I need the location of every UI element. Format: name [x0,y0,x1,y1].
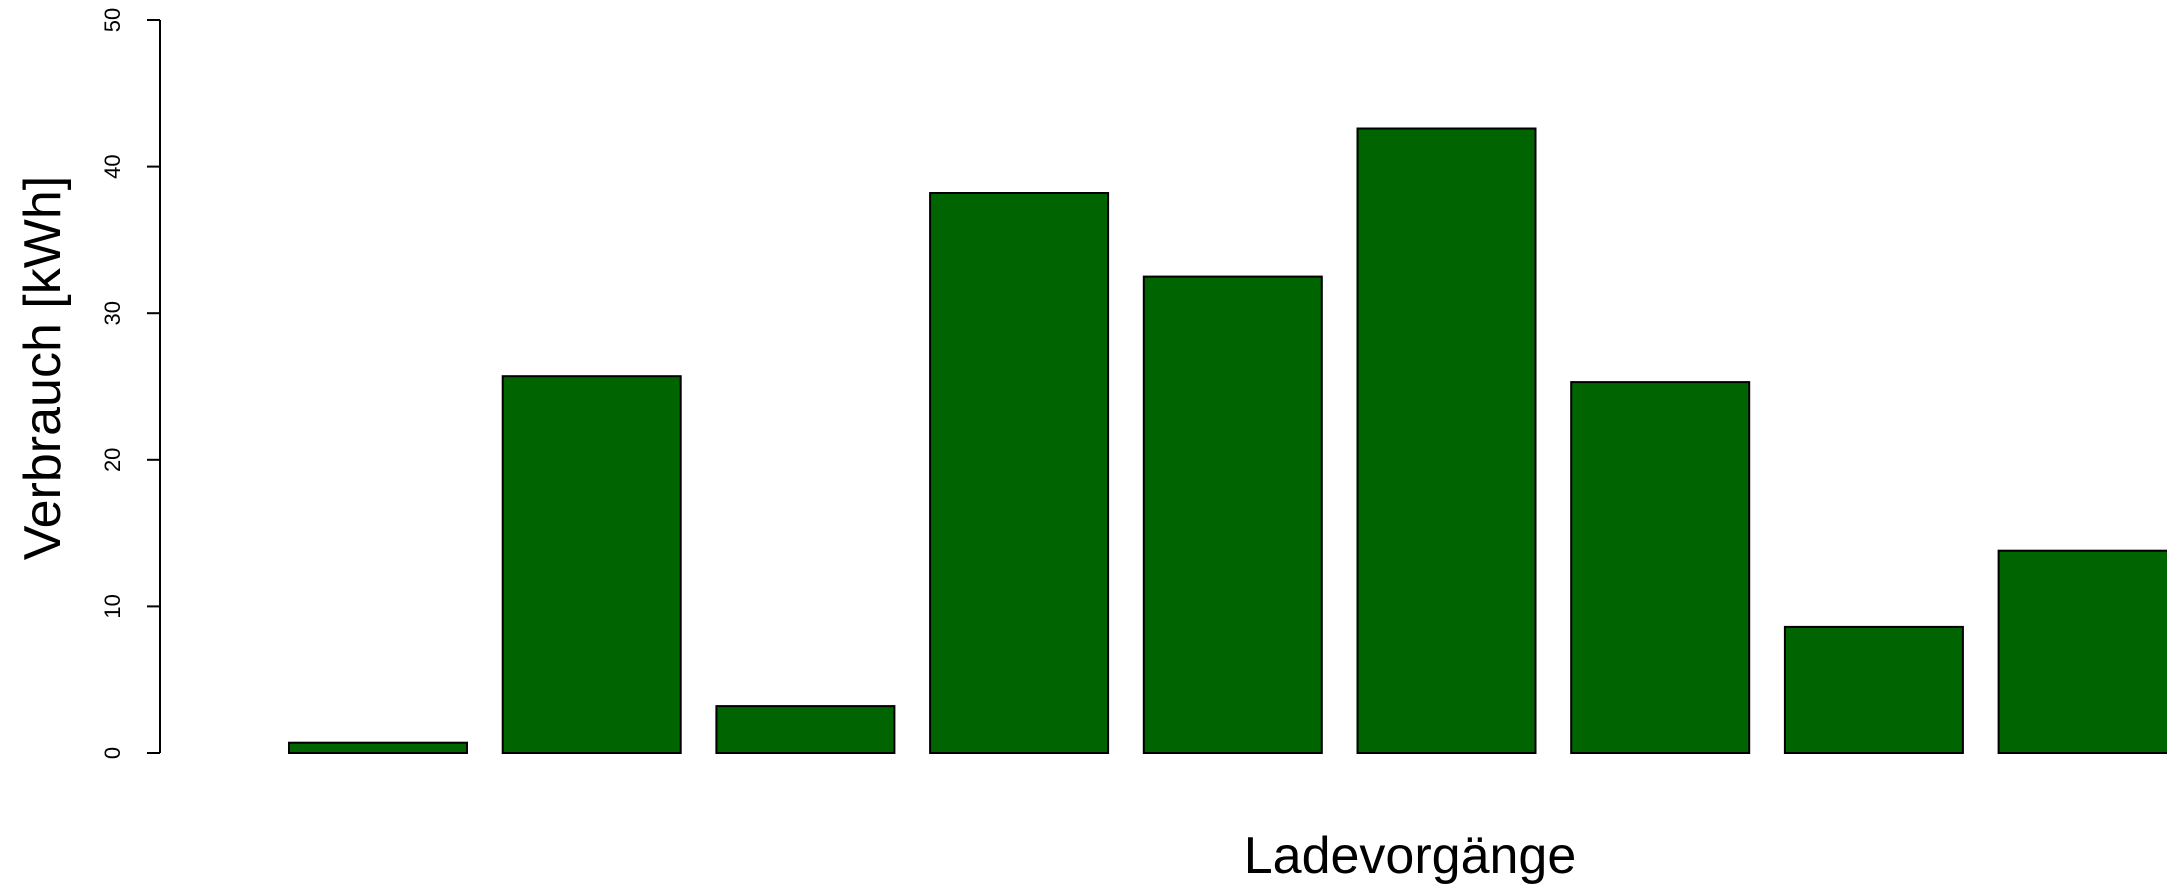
y-tick-label: 10 [100,594,125,618]
bar [1142,275,1323,754]
y-tick-label: 50 [100,8,125,32]
bar [929,192,1110,754]
y-tick-label: 30 [100,301,125,325]
bar [1570,381,1751,754]
bar [1356,127,1537,754]
bar [1997,549,2167,755]
y-axis-title: Verbrauch [kWh] [14,176,72,560]
y-tick-label: 0 [100,747,125,759]
bars-group [288,127,2167,755]
y-axis-ticks: 0 10 20 30 40 50 [100,8,160,759]
bar [715,705,896,754]
x-axis-title: Ladevorgänge [1244,827,1577,885]
y-tick-label: 20 [100,448,125,472]
y-tick-label: 40 [100,154,125,178]
bar [288,741,468,755]
bar [501,375,682,754]
bar [1783,625,1964,755]
